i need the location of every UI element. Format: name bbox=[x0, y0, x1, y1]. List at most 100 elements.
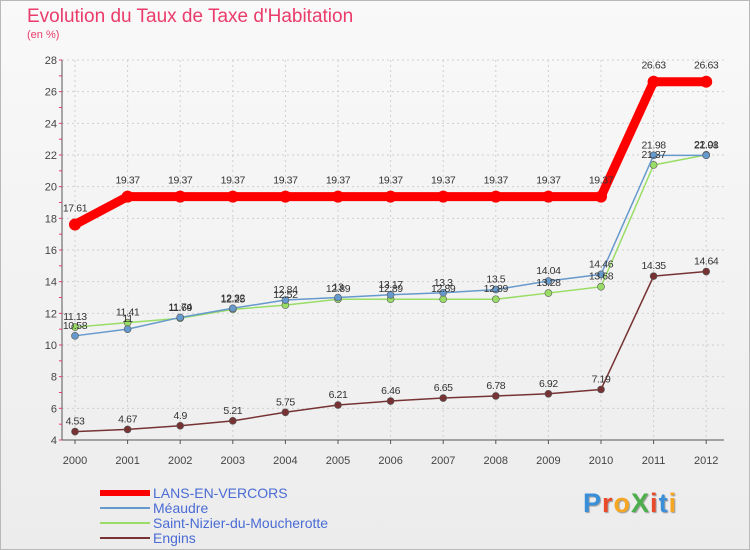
logo-letter: i bbox=[650, 488, 659, 518]
y-tick-label: 20 bbox=[45, 182, 57, 194]
data-point bbox=[491, 285, 500, 294]
data-label: 12.89 bbox=[431, 283, 456, 295]
data-point bbox=[437, 190, 450, 203]
data-point bbox=[121, 190, 134, 203]
data-point bbox=[226, 190, 239, 203]
data-label: 19.37 bbox=[326, 175, 351, 187]
legend-swatch bbox=[100, 507, 150, 509]
data-point bbox=[649, 151, 658, 160]
x-tick-label: 2005 bbox=[326, 455, 350, 467]
x-tick-label: 2012 bbox=[694, 455, 718, 467]
y-tick-label: 22 bbox=[45, 150, 57, 162]
data-point bbox=[176, 421, 184, 430]
data-label: 21.98 bbox=[694, 139, 719, 151]
data-label: 6.78 bbox=[486, 380, 505, 392]
data-label: 4.53 bbox=[66, 416, 85, 428]
data-point bbox=[597, 282, 605, 291]
logo-letter: r bbox=[602, 488, 614, 518]
x-tick-label: 2008 bbox=[484, 455, 508, 467]
data-label: 11 bbox=[123, 313, 134, 325]
legend-swatch bbox=[100, 522, 150, 524]
logo-letter: o bbox=[613, 488, 632, 518]
y-tick-label: 18 bbox=[45, 213, 57, 225]
data-label: 19.37 bbox=[221, 175, 246, 187]
y-tick-label: 28 bbox=[45, 55, 57, 67]
data-label: 17.61 bbox=[63, 203, 88, 215]
data-point bbox=[544, 389, 553, 398]
data-label: 4.67 bbox=[118, 413, 137, 425]
data-point bbox=[595, 190, 607, 203]
data-label: 13.3 bbox=[434, 277, 453, 289]
data-point bbox=[544, 289, 553, 297]
data-label: 26.63 bbox=[694, 60, 719, 72]
data-label: 14.35 bbox=[641, 260, 666, 272]
data-point bbox=[702, 151, 711, 160]
legend-label: LANS-EN-VERCORS bbox=[153, 485, 288, 501]
data-label: 19.37 bbox=[115, 175, 140, 187]
data-label: 21.98 bbox=[641, 139, 666, 151]
y-tick-label: 8 bbox=[51, 372, 57, 384]
data-label: 13.28 bbox=[536, 277, 561, 289]
data-point bbox=[71, 323, 79, 331]
data-label: 5.75 bbox=[276, 396, 295, 408]
data-label: 10.58 bbox=[63, 320, 88, 332]
legend-swatch bbox=[100, 537, 150, 539]
legend-label: Engins bbox=[153, 530, 196, 546]
data-label: 13 bbox=[333, 282, 344, 294]
data-label: 19.37 bbox=[484, 175, 509, 187]
data-point bbox=[69, 218, 81, 231]
logo-letter: P bbox=[583, 488, 603, 518]
data-point bbox=[491, 295, 500, 304]
x-tick-label: 2004 bbox=[273, 455, 297, 467]
data-label: 19.37 bbox=[431, 175, 456, 187]
data-point bbox=[334, 401, 342, 409]
data-label: 19.37 bbox=[536, 175, 561, 187]
data-label: 19.37 bbox=[168, 175, 193, 187]
chart-title: Evolution du Taux de Taxe d'Habitation bbox=[27, 6, 354, 27]
data-label: 22.01 bbox=[694, 139, 719, 151]
data-label: 11.41 bbox=[116, 307, 140, 319]
data-label: 12.89 bbox=[326, 283, 351, 295]
x-tick-label: 2000 bbox=[63, 455, 87, 467]
data-label: 26.63 bbox=[641, 60, 666, 72]
data-point bbox=[71, 427, 79, 436]
y-tick-label: 26 bbox=[45, 87, 57, 99]
data-point bbox=[229, 304, 237, 313]
logo-letter: X bbox=[631, 488, 651, 518]
proxiti-logo: ProXiti bbox=[583, 488, 677, 519]
data-label: 6.92 bbox=[539, 378, 558, 390]
data-point bbox=[174, 190, 187, 203]
x-tick-label: 2006 bbox=[378, 455, 402, 467]
data-label: 11.74 bbox=[168, 301, 192, 313]
data-point bbox=[702, 267, 711, 276]
data-point bbox=[176, 313, 184, 322]
data-label: 11.69 bbox=[168, 302, 192, 314]
data-label: 11.13 bbox=[63, 311, 87, 323]
data-point bbox=[279, 190, 292, 203]
data-point bbox=[332, 190, 344, 203]
data-point bbox=[700, 75, 713, 88]
y-tick-label: 10 bbox=[45, 340, 57, 352]
logo-letter: t bbox=[658, 488, 669, 518]
data-label: 13.5 bbox=[486, 274, 505, 286]
data-point bbox=[597, 270, 605, 279]
legend-swatch bbox=[100, 490, 150, 496]
data-label: 12.52 bbox=[273, 289, 298, 301]
data-label: 4.9 bbox=[173, 410, 187, 422]
y-tick-label: 14 bbox=[45, 277, 57, 289]
x-tick-label: 2007 bbox=[431, 455, 455, 467]
data-point bbox=[647, 75, 660, 88]
data-point bbox=[649, 272, 658, 280]
data-point bbox=[229, 417, 237, 425]
data-point bbox=[544, 277, 553, 285]
data-label: 12.89 bbox=[378, 283, 403, 295]
y-tick-label: 24 bbox=[45, 118, 57, 130]
data-label: 19.37 bbox=[378, 175, 403, 187]
x-tick-label: 2010 bbox=[589, 455, 613, 467]
y-tick-label: 16 bbox=[45, 245, 57, 257]
x-tick-label: 2003 bbox=[221, 455, 245, 467]
data-label: 13.17 bbox=[378, 279, 403, 291]
data-label: 12.25 bbox=[221, 293, 246, 305]
